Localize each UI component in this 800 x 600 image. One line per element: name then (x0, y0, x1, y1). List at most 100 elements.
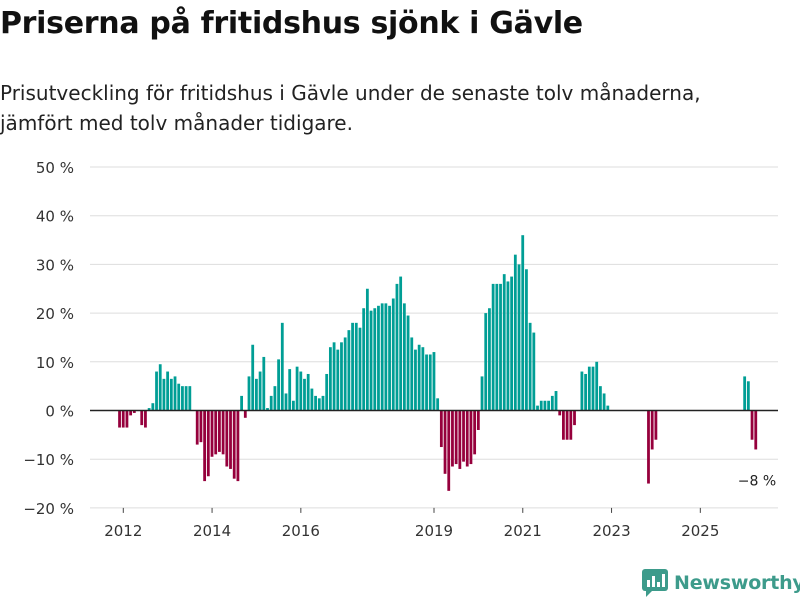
bar (166, 371, 170, 411)
bar (436, 398, 440, 411)
x-tick-label: 2016 (282, 522, 320, 540)
bar (332, 342, 336, 411)
newsworthy-logo[interactable]: Newsworthy (642, 566, 800, 600)
bar (169, 378, 173, 411)
bar (203, 410, 207, 482)
bar (606, 405, 610, 411)
bar (746, 381, 750, 411)
bar (602, 393, 606, 411)
bar (240, 395, 244, 411)
bar (125, 410, 129, 428)
bar (502, 274, 506, 411)
bar (432, 352, 436, 411)
bar (199, 410, 203, 443)
bar (210, 410, 214, 457)
bar-chart-logo-icon (642, 569, 668, 597)
bar (462, 410, 465, 462)
bar (521, 235, 525, 411)
bar (295, 366, 299, 411)
bar (284, 393, 288, 411)
bar (510, 276, 514, 411)
bar (255, 378, 258, 411)
bar (162, 378, 166, 411)
bar (569, 410, 573, 440)
bar (499, 283, 502, 411)
bar (517, 264, 521, 411)
chart-axes (90, 409, 778, 513)
bar (439, 410, 443, 448)
bar (132, 410, 136, 413)
bar (532, 332, 536, 411)
bar (388, 305, 391, 411)
bar (443, 410, 447, 474)
x-tick-label: 2021 (504, 522, 542, 540)
bar (351, 322, 354, 411)
bar (221, 410, 225, 455)
y-tick-label: 50 % (36, 159, 74, 177)
bar (262, 356, 266, 411)
bar (550, 395, 554, 411)
bar (328, 347, 332, 411)
bar (754, 410, 758, 450)
bar (118, 410, 121, 428)
bar (303, 378, 306, 411)
chart-bars (118, 235, 758, 491)
bar (458, 410, 462, 469)
bar (402, 303, 406, 411)
bar (488, 308, 491, 411)
bar (513, 254, 517, 411)
x-tick-label: 2014 (193, 522, 231, 540)
bar-chart: 50 % 40 % 30 % 20 % 10 % 0 % −10 % −20 % 2012 201… (23, 159, 778, 540)
bar (465, 410, 469, 467)
bar (380, 303, 384, 411)
bar (454, 410, 458, 465)
bar (421, 347, 425, 411)
bar (539, 400, 543, 411)
bar (391, 298, 395, 411)
bar (587, 366, 591, 411)
brand-name: Newsworthy (674, 572, 800, 594)
bar (473, 410, 477, 455)
bar (266, 408, 269, 411)
bar (580, 371, 584, 411)
bar (743, 376, 747, 411)
bar (369, 310, 373, 411)
bar (317, 398, 321, 411)
bar (417, 344, 421, 411)
bar (236, 410, 240, 482)
bar (384, 303, 388, 411)
bar (188, 386, 192, 411)
bar (373, 308, 377, 411)
bar (406, 315, 410, 411)
bar (469, 410, 473, 465)
bar (129, 410, 133, 416)
chart-subtitle: Prisutveckling för fritidshus i Gävle un… (0, 78, 780, 138)
bar (558, 410, 562, 416)
subtitle-line-1: Prisutveckling för fritidshus i Gävle un… (0, 81, 701, 105)
bar (591, 366, 595, 411)
bar (243, 410, 247, 418)
x-tick-label: 2023 (592, 522, 630, 540)
bar (573, 410, 576, 426)
bar (480, 376, 484, 411)
bar (595, 361, 599, 411)
x-tick-label: 2012 (104, 522, 142, 540)
bar (525, 269, 528, 411)
bar (325, 373, 329, 411)
bar (347, 330, 351, 411)
bar (258, 371, 262, 411)
bar (362, 308, 366, 411)
bar (536, 405, 539, 411)
bar (554, 391, 558, 411)
bar (251, 344, 255, 411)
y-tick-label: 30 % (36, 256, 74, 274)
bar (584, 373, 588, 411)
bar (306, 373, 310, 411)
bar (543, 400, 547, 411)
bar (343, 337, 347, 411)
bar (358, 327, 362, 411)
bar (195, 410, 199, 445)
bar (173, 376, 177, 411)
bar (565, 410, 569, 440)
bar (654, 410, 658, 440)
